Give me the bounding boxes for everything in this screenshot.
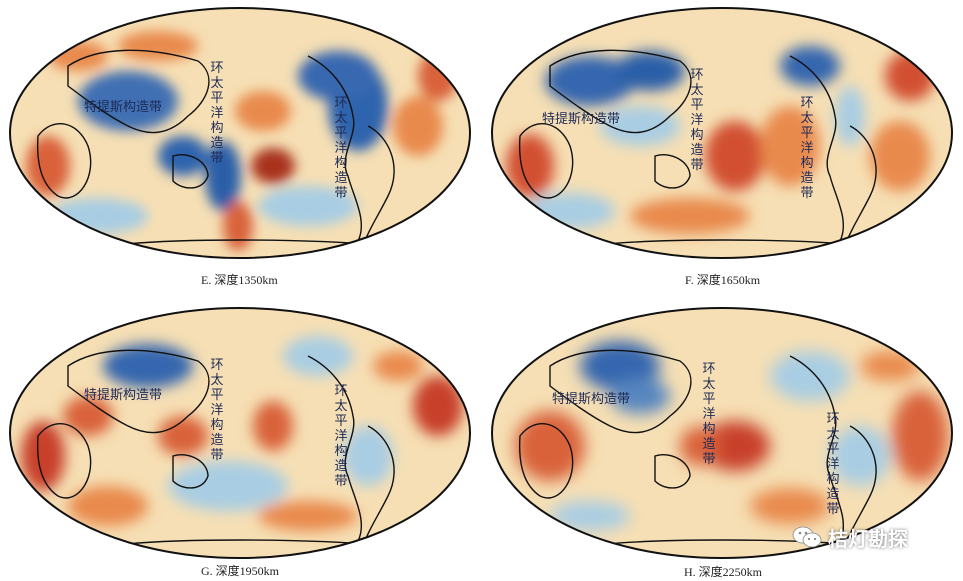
tomography-map-f xyxy=(491,7,953,259)
velocity-anomaly-field xyxy=(21,336,463,531)
map-border xyxy=(9,7,471,259)
label-tethys-belt: 特提斯构造带 xyxy=(84,100,163,115)
tomography-map-g xyxy=(9,307,471,559)
map-border xyxy=(491,7,953,259)
label-east-pacific-belt: 环太平洋构造带 xyxy=(826,412,840,517)
map-panel-g: 特提斯构造带 环太平洋构造带 环太平洋构造带 xyxy=(8,306,473,561)
label-east-pacific-belt: 环太平洋构造带 xyxy=(800,96,814,201)
map-panel-e: 特提斯构造带 环太平洋构造带 环太平洋构造带 xyxy=(8,6,473,261)
wechat-icon xyxy=(792,526,822,548)
label-east-pacific-belt: 环太平洋构造带 xyxy=(334,96,348,201)
tomography-map-e xyxy=(9,7,471,259)
map-panel-f: 特提斯构造带 环太平洋构造带 环太平洋构造带 xyxy=(490,6,955,261)
velocity-anomaly-field xyxy=(515,341,948,531)
caption-h: H. 深度2250km xyxy=(684,565,763,579)
label-tethys-belt: 特提斯构造带 xyxy=(542,112,621,127)
label-west-pacific-belt: 环太平洋构造带 xyxy=(210,61,224,166)
map-border xyxy=(491,307,953,559)
label-west-pacific-belt: 环太平洋构造带 xyxy=(702,362,716,467)
label-east-pacific-belt: 环太平洋构造带 xyxy=(334,384,348,489)
label-west-pacific-belt: 环太平洋构造带 xyxy=(690,68,704,173)
label-tethys-belt: 特提斯构造带 xyxy=(84,388,163,403)
map-panel-h: 特提斯构造带 环太平洋构造带 环太平洋构造带 xyxy=(490,306,955,561)
caption-g: G. 深度1950km xyxy=(201,564,280,578)
label-tethys-belt: 特提斯构造带 xyxy=(552,392,631,407)
tomography-map-h xyxy=(491,307,953,559)
velocity-anomaly-field xyxy=(26,31,458,251)
map-border xyxy=(9,307,471,559)
label-west-pacific-belt: 环太平洋构造带 xyxy=(210,358,224,463)
caption-e: E. 深度1350km xyxy=(201,273,278,287)
watermark: 桔灯勘探 xyxy=(792,522,908,552)
watermark-text: 桔灯勘探 xyxy=(828,526,908,551)
caption-f: F. 深度1650km xyxy=(685,273,761,287)
